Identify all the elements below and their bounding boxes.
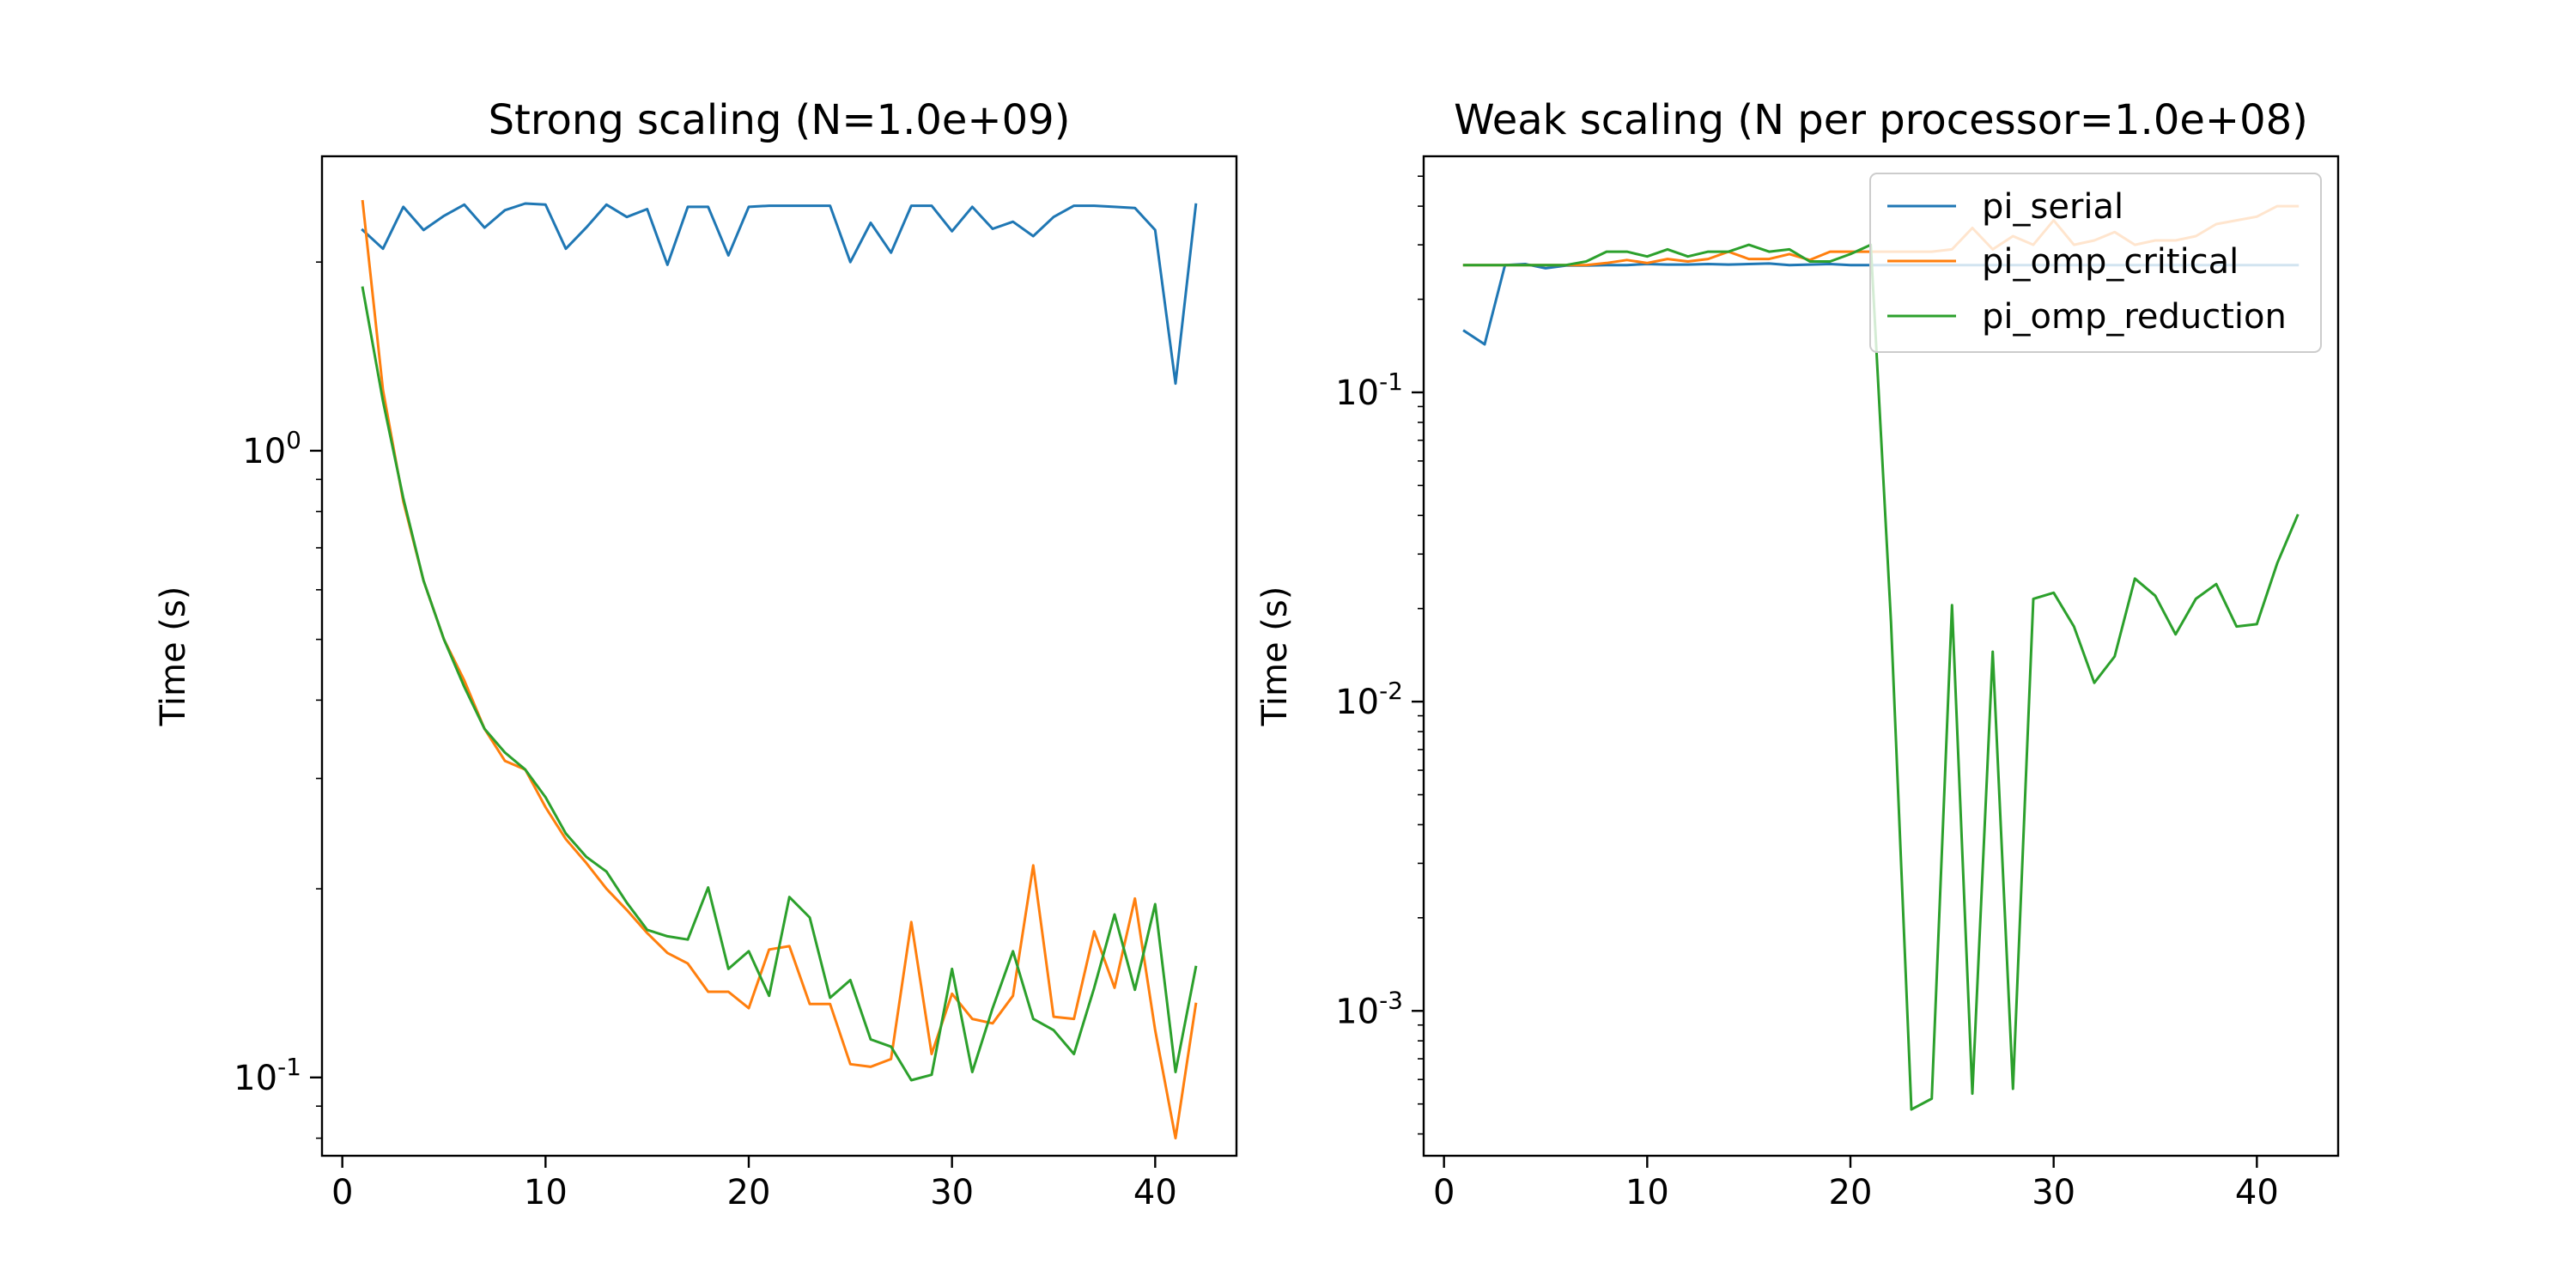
series-line-pi_omp_reduction — [361, 286, 1198, 1082]
x-tick-label: 20 — [1829, 1173, 1873, 1212]
weak-scaling-panel: Weak scaling (N per processor=1.0e+08) Ti… — [1255, 96, 2340, 1212]
y-tick-label: 10-2 — [1335, 677, 1403, 722]
y-tick-label: 10-1 — [1335, 368, 1403, 413]
series-line-pi_serial — [361, 202, 1198, 386]
chart-title: Strong scaling (N=1.0e+09) — [489, 96, 1071, 144]
y-tick-label: 10-3 — [1335, 986, 1403, 1031]
y-axis-label: Time (s) — [154, 586, 193, 727]
legend-frame — [1869, 173, 2322, 353]
x-tick-label: 10 — [1625, 1173, 1669, 1212]
x-tick-label: 40 — [1133, 1173, 1177, 1212]
legend: pi_serial pi_omp_critical pi_omp_reduction — [1869, 173, 2322, 353]
legend-label-pi_serial: pi_serial — [1982, 187, 2123, 227]
chart-title: Weak scaling (N per processor=1.0e+08) — [1454, 96, 2308, 144]
y-tick-label: 100 — [242, 426, 301, 471]
series-line-pi_omp_reduction — [1462, 243, 2300, 1111]
x-tick-label: 0 — [331, 1173, 353, 1212]
y-axis-label: Time (s) — [1255, 586, 1295, 727]
x-tick-label: 30 — [2032, 1173, 2075, 1212]
y-tick-label: 10-1 — [234, 1053, 301, 1098]
x-tick-label: 0 — [1433, 1173, 1455, 1212]
strong-scaling-panel: Strong scaling (N=1.0e+09) Time (s) 0 10 20 3… — [154, 96, 1238, 1212]
legend-label-pi_omp_reduction: pi_omp_reduction — [1982, 297, 2287, 337]
legend-label-pi_omp_critical: pi_omp_critical — [1982, 242, 2239, 282]
x-tick-label: 10 — [524, 1173, 568, 1212]
x-tick-label: 30 — [930, 1173, 974, 1212]
plot-area — [361, 199, 1198, 1139]
axes-frame — [1422, 155, 2340, 1157]
x-tick-label: 20 — [727, 1173, 771, 1212]
axes-frame — [320, 155, 1238, 1157]
x-tick-label: 40 — [2235, 1173, 2279, 1212]
series-line-pi_omp_critical — [361, 199, 1198, 1139]
